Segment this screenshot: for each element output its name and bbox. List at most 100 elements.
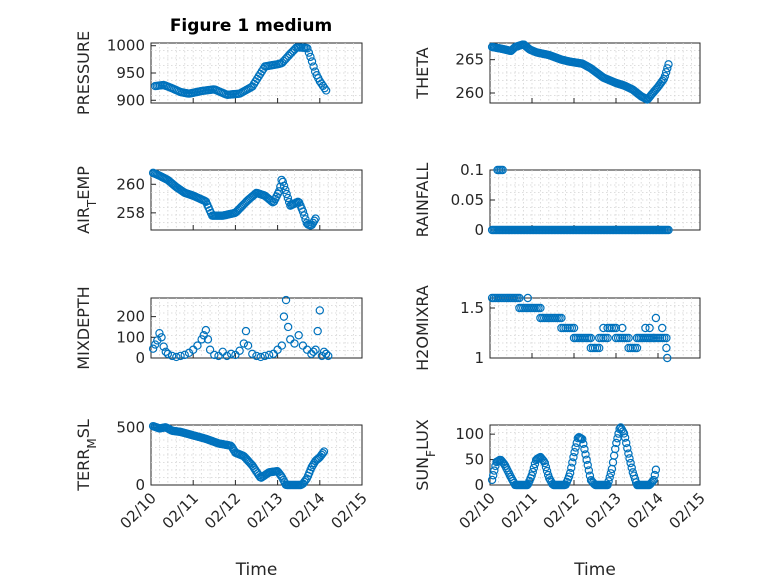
sun-flux-point bbox=[582, 455, 591, 464]
sun-flux-point bbox=[523, 480, 532, 490]
mixdepth-point bbox=[321, 349, 331, 359]
sun-flux-point bbox=[565, 468, 575, 478]
air-temp-point bbox=[266, 195, 275, 205]
sun-flux-point bbox=[580, 444, 589, 454]
sun-flux-ytick-label: 0 bbox=[474, 476, 484, 494]
mixdepth-point bbox=[180, 350, 189, 360]
theta-ytick-label: 265 bbox=[455, 51, 484, 69]
sun-flux-point bbox=[624, 449, 633, 458]
h2omixra-ytick-label: 1 bbox=[474, 349, 484, 367]
h2omixra-point bbox=[645, 323, 654, 333]
sun-flux-xtick-label: 02/11 bbox=[498, 489, 541, 532]
air-temp-point bbox=[311, 214, 320, 223]
h2omixra-point bbox=[603, 333, 612, 343]
sun-flux-point bbox=[567, 463, 576, 473]
mixdepth-point bbox=[324, 351, 333, 361]
rainfall-ytick-label: 0.05 bbox=[451, 191, 484, 209]
air-temp-ytick-label: 260 bbox=[116, 175, 145, 193]
h2omixra-ylabel: H2OMIXRA bbox=[413, 285, 432, 371]
mixdepth-point bbox=[176, 351, 185, 361]
mixdepth-point bbox=[248, 349, 257, 359]
terr-msl-xtick-label: 02/12 bbox=[201, 489, 244, 532]
sun-flux-point bbox=[647, 478, 656, 487]
terr-msl-markers bbox=[148, 421, 329, 490]
rainfall-ytick-label: 0 bbox=[474, 221, 484, 239]
sun-flux-point bbox=[568, 458, 577, 467]
sun-flux-point bbox=[571, 443, 580, 452]
h2omixra-markers bbox=[487, 293, 672, 363]
sun-flux-point bbox=[527, 471, 536, 480]
sun-flux-point bbox=[612, 438, 621, 448]
terr-msl-xlabel: Time bbox=[235, 560, 278, 580]
rainfall-axes: 0 0.05 0.1 RAINFALL bbox=[413, 161, 701, 239]
sun-flux-point bbox=[626, 458, 635, 468]
sun-flux-point bbox=[604, 477, 613, 486]
terr-msl-ytick-label: 0 bbox=[135, 476, 145, 494]
sun-flux-point bbox=[620, 433, 630, 442]
air-temp-point bbox=[278, 177, 288, 187]
sun-flux-point bbox=[584, 466, 594, 475]
mixdepth-point bbox=[235, 346, 244, 355]
mixdepth-ylabel: MIXDEPTH bbox=[74, 286, 93, 369]
h2omixra-point bbox=[641, 323, 650, 333]
sun-flux-point bbox=[541, 462, 551, 472]
pressure-ylabel: PRESSURE bbox=[74, 31, 93, 115]
h2omixra-point bbox=[569, 323, 579, 333]
mixdepth-point bbox=[172, 352, 181, 362]
mixdepth-point bbox=[193, 341, 202, 350]
sun-flux-point bbox=[625, 454, 634, 463]
air-temp-axes: 258 260 AIRTEMP bbox=[74, 166, 363, 234]
mixdepth-ytick-label: 100 bbox=[116, 328, 145, 346]
h2omixra-point bbox=[662, 333, 671, 343]
air-temp-ytick-label: 258 bbox=[116, 204, 145, 222]
mixdepth-point bbox=[167, 351, 177, 361]
theta-point bbox=[661, 68, 671, 77]
sun-flux-point bbox=[490, 466, 499, 475]
terr-msl-ylabel: TERRMSL bbox=[74, 419, 99, 492]
terr-msl-xtick-label: 02/15 bbox=[328, 489, 371, 532]
mixdepth-point bbox=[239, 339, 249, 348]
air-temp-point bbox=[298, 207, 308, 216]
mixdepth-point bbox=[243, 341, 253, 350]
sun-flux-ytick-label: 100 bbox=[455, 425, 484, 443]
mixdepth-point bbox=[159, 342, 168, 351]
sun-flux-point bbox=[619, 429, 629, 438]
h2omixra-point bbox=[658, 323, 667, 333]
pressure-point bbox=[304, 48, 314, 57]
mixdepth-point bbox=[311, 345, 320, 354]
mixdepth-point bbox=[309, 347, 318, 356]
pressure-axes: 900 950 1000 PRESSURE bbox=[74, 31, 363, 115]
mixdepth-point bbox=[294, 331, 303, 340]
mixdepth-point bbox=[277, 341, 287, 350]
sun-flux-point bbox=[570, 447, 579, 457]
terr-msl-point bbox=[319, 447, 329, 456]
mixdepth-point bbox=[203, 335, 213, 344]
pressure-point bbox=[320, 83, 329, 93]
h2omixra-point bbox=[586, 333, 596, 343]
sun-flux-point bbox=[623, 444, 632, 453]
pressure-point bbox=[309, 62, 318, 71]
sun-flux-point bbox=[540, 458, 550, 468]
air-temp-point bbox=[282, 189, 291, 199]
terr-msl-point bbox=[276, 471, 286, 480]
pressure-point bbox=[306, 52, 315, 62]
mixdepth-point bbox=[317, 351, 327, 361]
mixdepth-point bbox=[241, 326, 251, 336]
pressure-ytick-label: 900 bbox=[116, 91, 145, 109]
rainfall-ylabel: RAINFALL bbox=[413, 163, 432, 238]
air-temp-point bbox=[301, 215, 310, 224]
mixdepth-point bbox=[315, 306, 324, 315]
mixdepth-point bbox=[148, 344, 158, 353]
sun-flux-point bbox=[583, 460, 592, 470]
mixdepth-point bbox=[281, 295, 291, 305]
mixdepth-point bbox=[264, 350, 274, 360]
theta-point bbox=[660, 71, 670, 81]
pressure-markers bbox=[151, 43, 331, 99]
sun-flux-point bbox=[529, 463, 539, 473]
sun-flux-point bbox=[606, 469, 616, 478]
sun-flux-point bbox=[499, 459, 509, 469]
rainfall-point bbox=[664, 225, 673, 235]
sun-flux-xtick-label: 02/12 bbox=[540, 489, 583, 532]
